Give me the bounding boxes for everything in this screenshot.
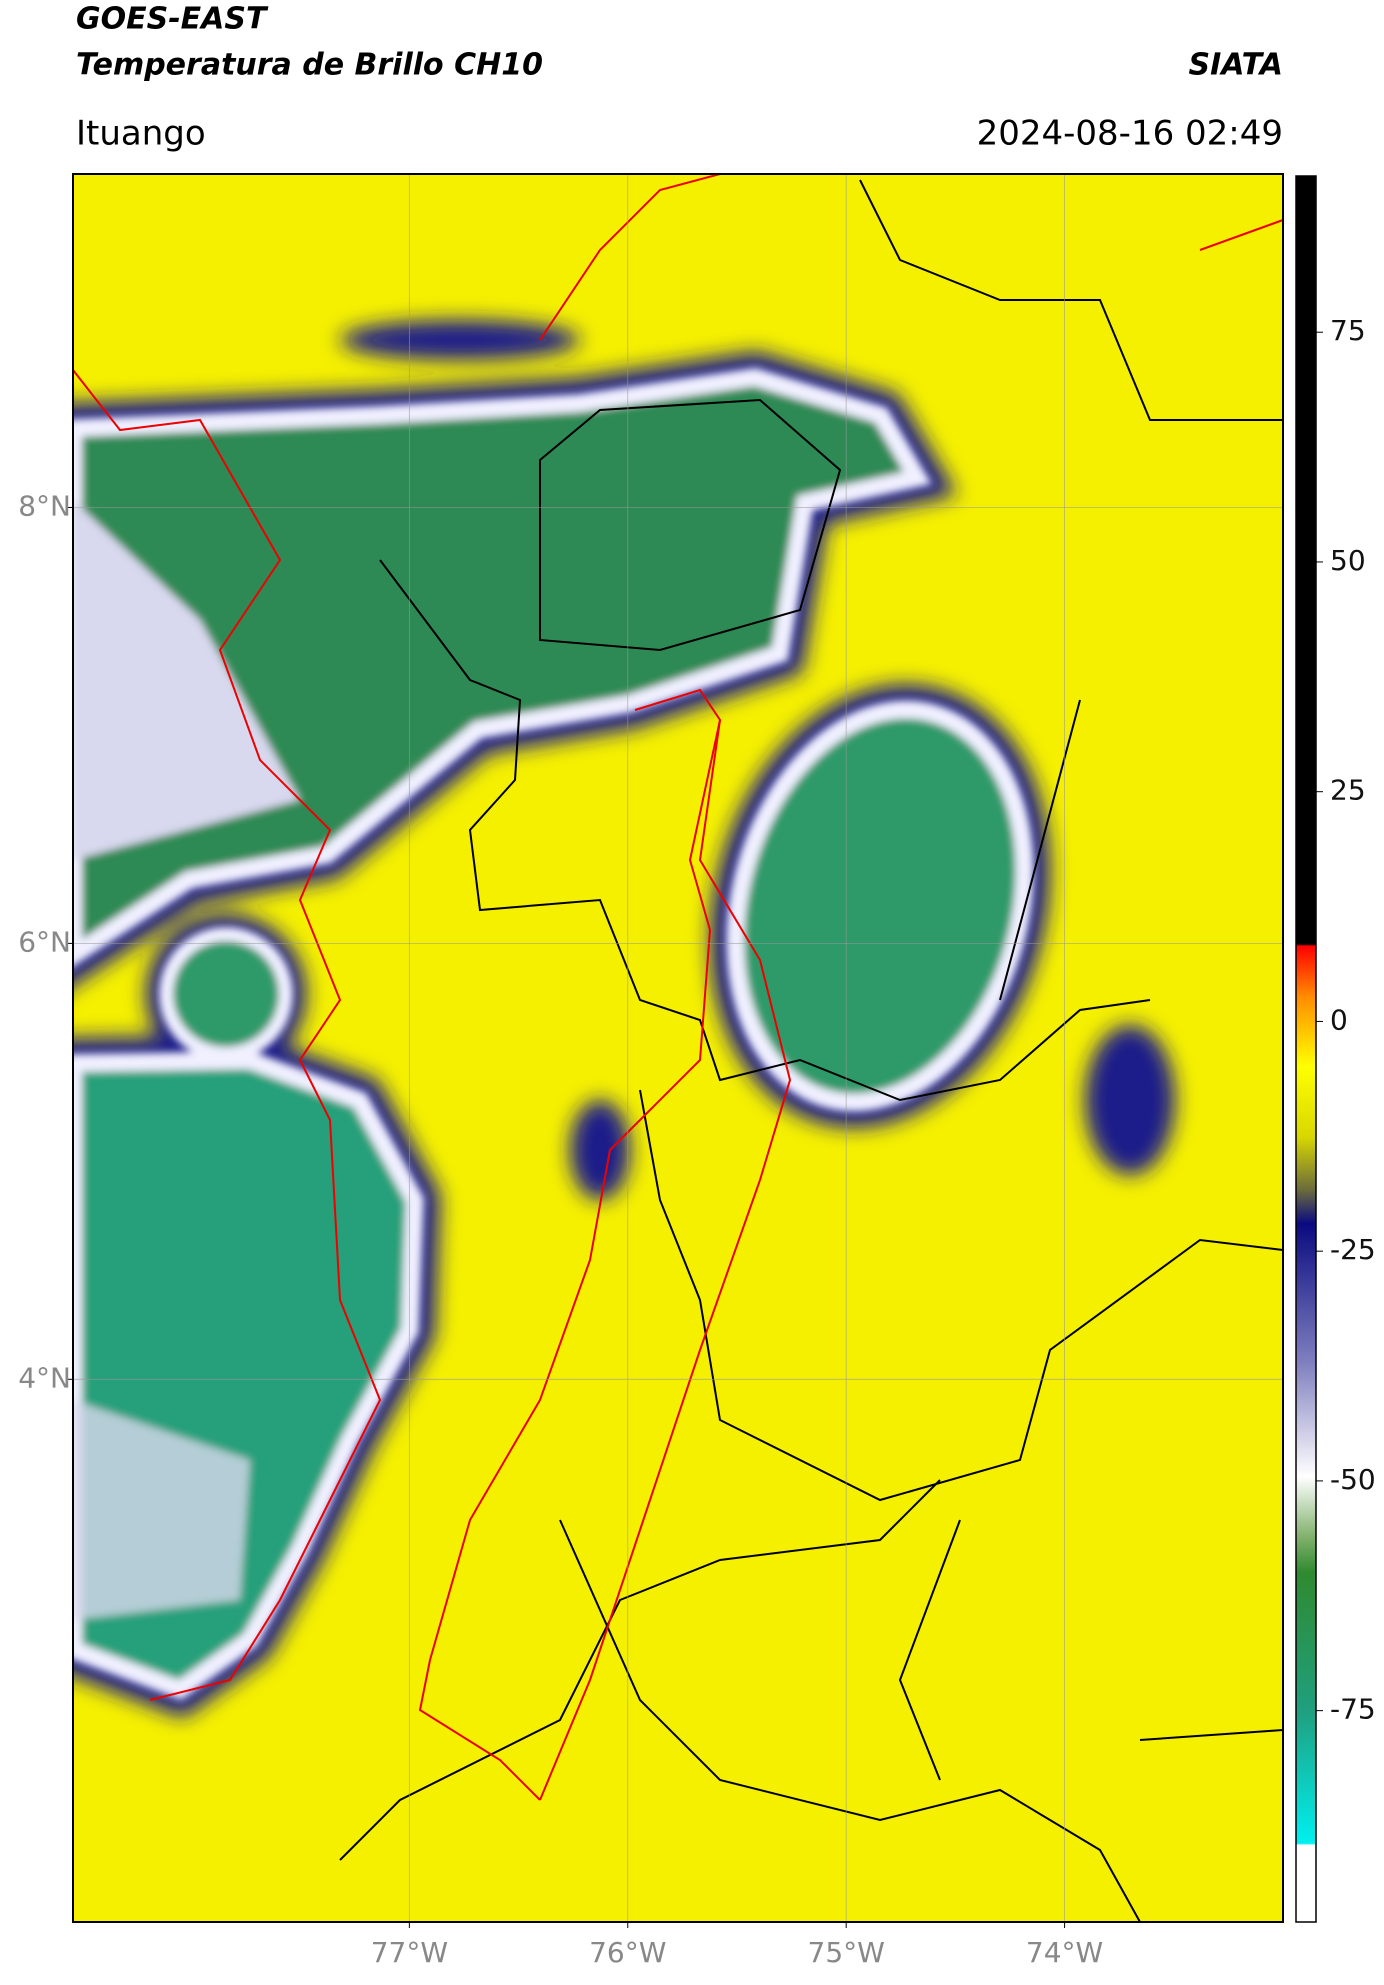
grid (73, 174, 1283, 1922)
colorbar (1295, 175, 1317, 1923)
cloud-cores (73, 367, 1034, 1701)
y-tick-label: 8°N (18, 489, 71, 522)
map-frame (72, 173, 1284, 1923)
colorbar-tick-label: -75 (1330, 1693, 1376, 1726)
colorbar-tick-label: 0 (1330, 1003, 1348, 1036)
colorbar-tick-label: 50 (1330, 544, 1366, 577)
map (73, 174, 1283, 1922)
y-tick-label: 6°N (18, 925, 71, 958)
source: SIATA (1189, 48, 1283, 83)
location: Ituango (76, 114, 206, 154)
title: GOES-EAST (76, 2, 269, 37)
borders (339, 179, 1283, 1922)
subtitle: Temperatura de Brillo CH10 (76, 48, 543, 83)
river-lines (73, 174, 1283, 1801)
y-tick-label: 4°N (18, 1361, 71, 1394)
x-tick-label: 75°W (808, 1936, 885, 1969)
datetime: 2024-08-16 02:49 (977, 114, 1283, 154)
colorbar-tick-label: -50 (1330, 1463, 1376, 1496)
colorbar-tick-label: -25 (1330, 1233, 1376, 1266)
colorbar-tick-label: 25 (1330, 774, 1366, 807)
colorbar-tick-label: 75 (1330, 314, 1366, 347)
x-tick-label: 74°W (1026, 1936, 1103, 1969)
x-tick-label: 76°W (589, 1936, 666, 1969)
x-tick-label: 77°W (371, 1936, 448, 1969)
